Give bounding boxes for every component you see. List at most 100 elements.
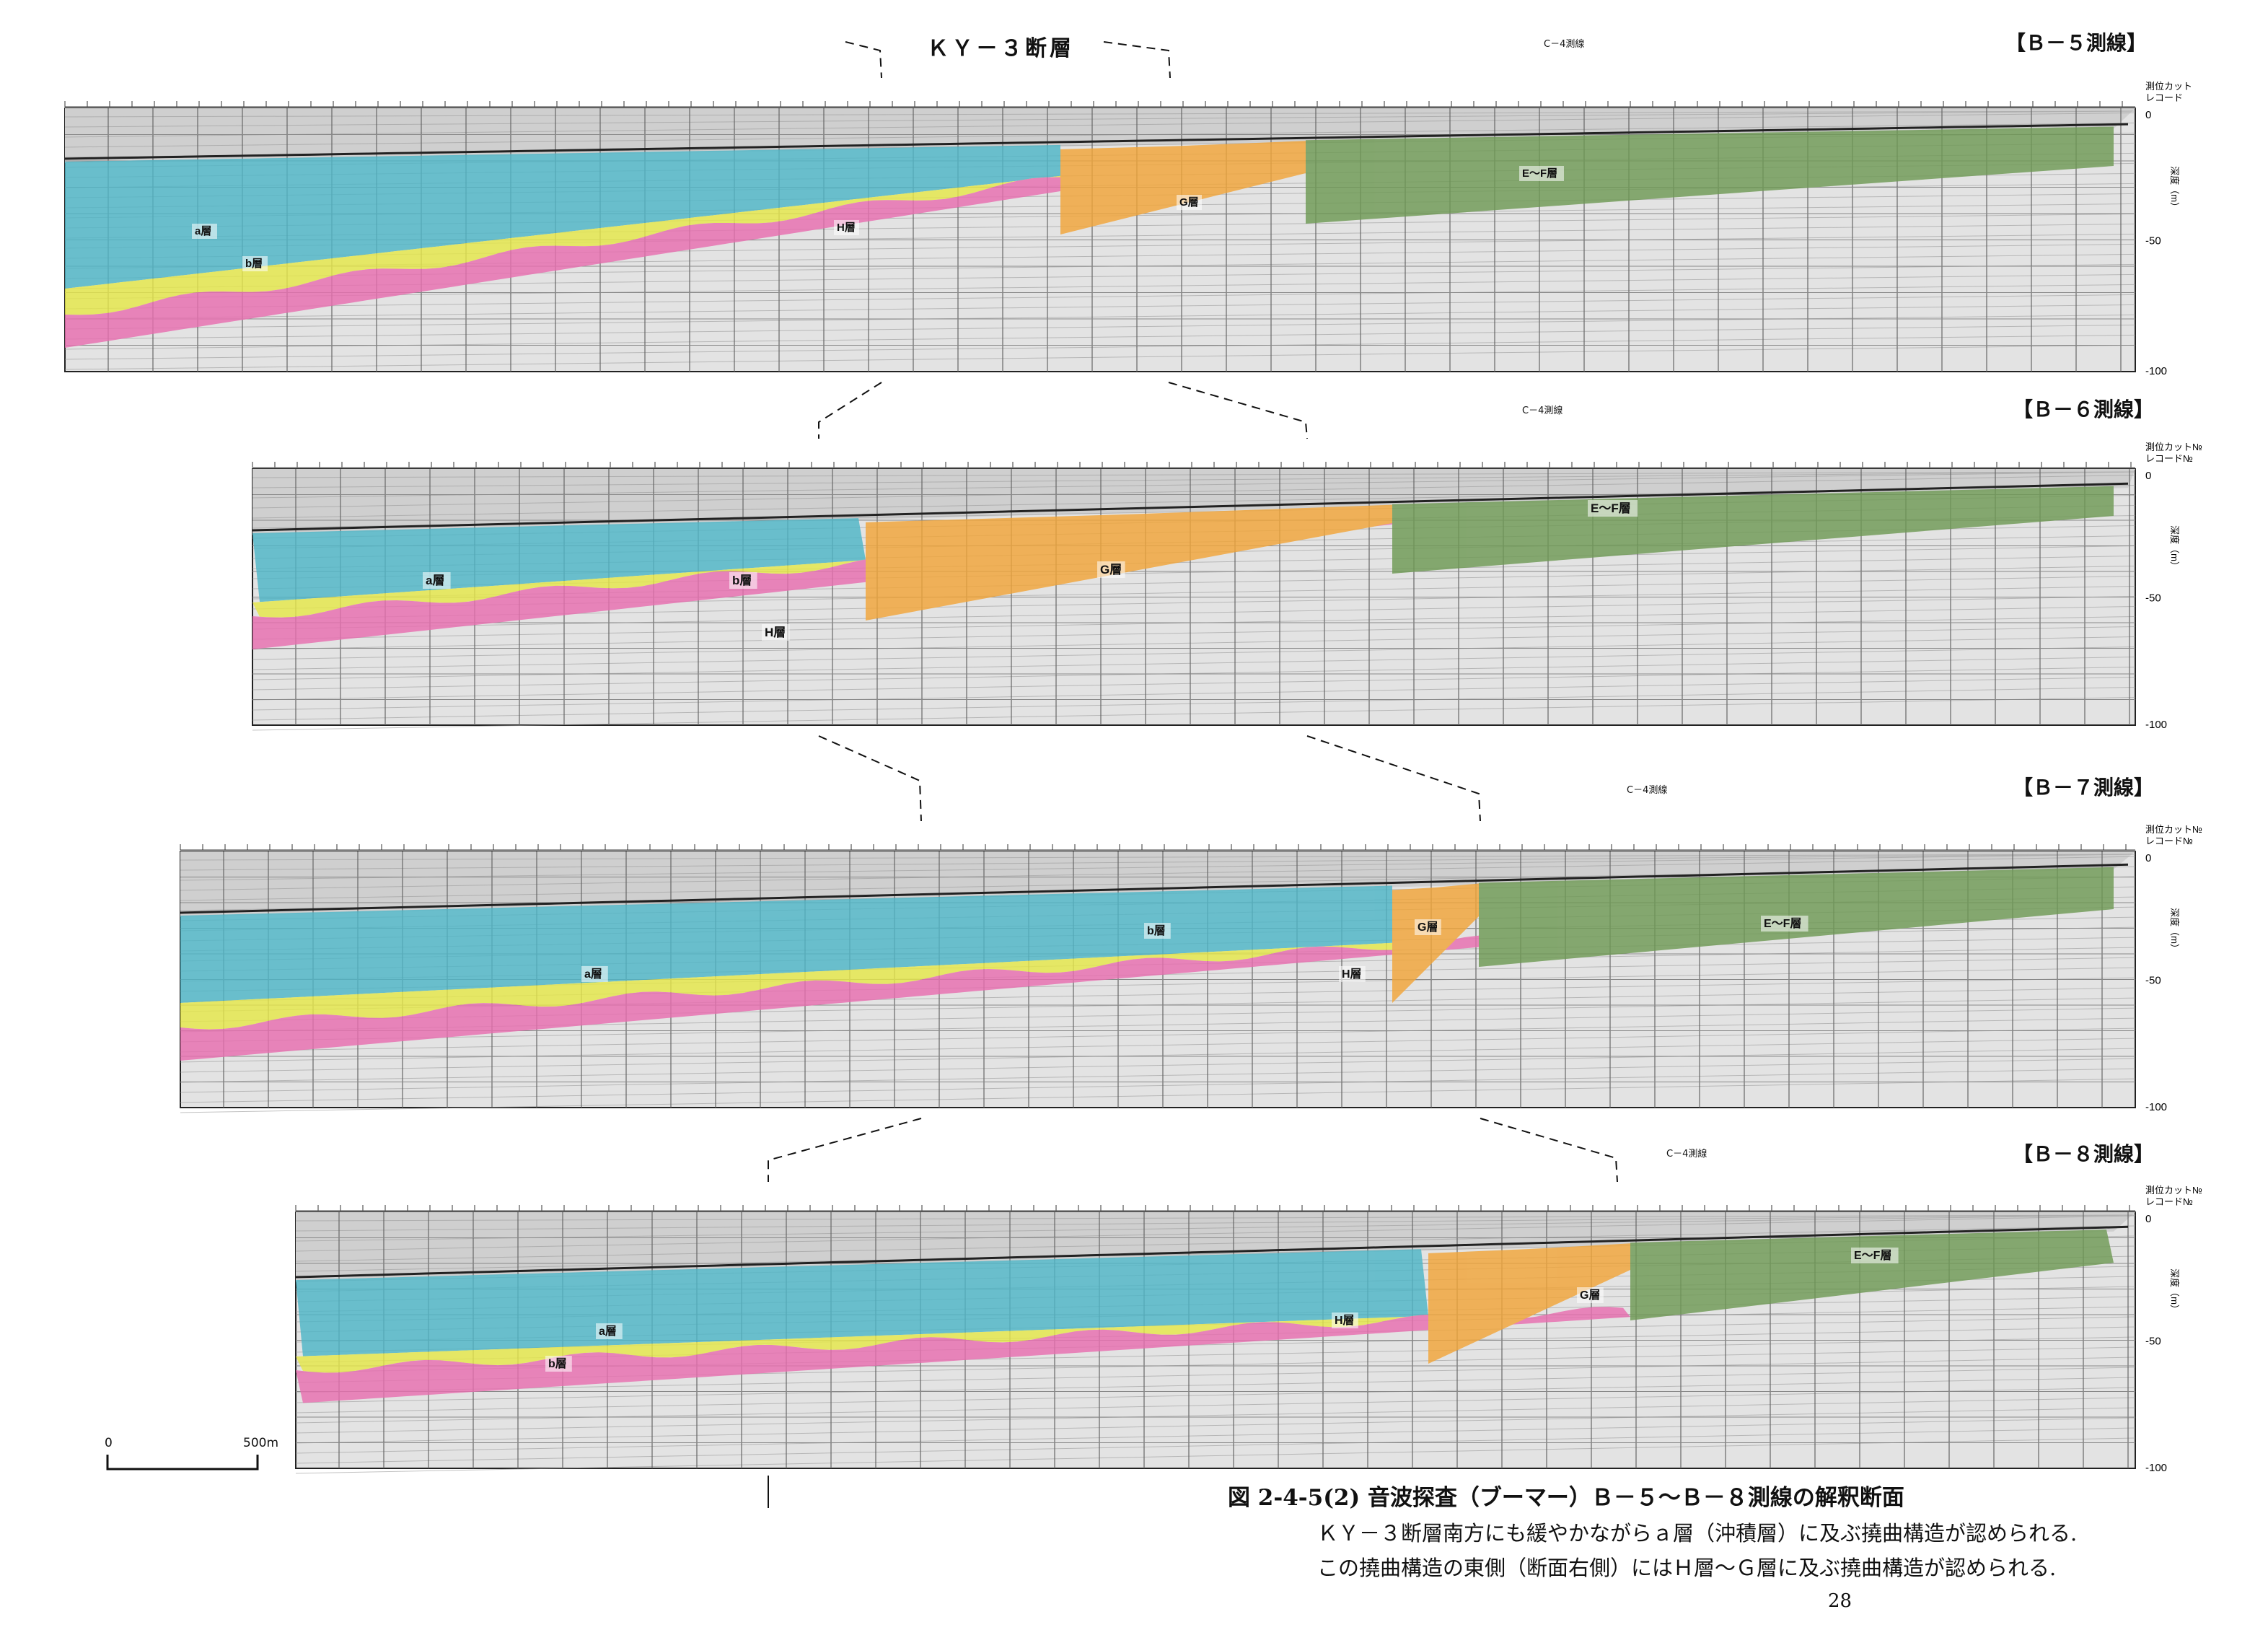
layer-label-g: G層 bbox=[1179, 196, 1199, 209]
scale-bar: 0 500m bbox=[105, 1436, 278, 1479]
layer-ef-region bbox=[1630, 1230, 2114, 1320]
layer-a-region bbox=[296, 1249, 1428, 1356]
depth-tick-label: 0 bbox=[2145, 1213, 2151, 1225]
depth-axis-title: 深度（m） bbox=[2169, 525, 2180, 571]
layer-b-region bbox=[252, 559, 866, 618]
layer-b-region bbox=[296, 1314, 1428, 1373]
layer-label-h: H層 bbox=[1335, 1314, 1355, 1327]
axis-record-label: レコード bbox=[2145, 92, 2183, 103]
layer-g-region bbox=[1428, 1243, 1630, 1364]
depth-tick-label: -50 bbox=[2145, 592, 2161, 605]
depth-tick-label: -50 bbox=[2145, 1336, 2161, 1348]
profile-panel-b7: a層 b層 H層 G層 E～F層 測位カット№ レコード№ 0 -50 -100 深度（m） C－4… bbox=[180, 776, 2215, 1118]
page-number: 28 bbox=[1828, 1590, 1852, 1612]
sea-floor-reflector bbox=[252, 482, 2129, 532]
axis-cut-label: 測位カット№ bbox=[2145, 1185, 2202, 1196]
layer-label-a: a層 bbox=[426, 574, 444, 587]
layer-label-g: G層 bbox=[1100, 563, 1122, 577]
figure-caption-line-2: この撓曲構造の東側（断面右側）にはＨ層～Ｇ層に及ぶ撓曲構造が認められる. bbox=[1317, 1556, 2057, 1580]
depth-axis-title: 深度（m） bbox=[2169, 1268, 2180, 1314]
layer-ef-region bbox=[1392, 486, 2114, 574]
c4-line-marker: C－4測線 bbox=[1627, 785, 1668, 796]
interpreted-layers bbox=[65, 126, 2114, 348]
trace-number-strip bbox=[295, 1205, 2135, 1211]
axis-record-label: レコード№ bbox=[2145, 836, 2193, 846]
layer-label-ef: E～F層 bbox=[1522, 167, 1557, 180]
axis-cut-label: 測位カット№ bbox=[2145, 824, 2202, 835]
c4-line-marker: C－4測線 bbox=[1666, 1149, 1707, 1160]
line-label-b8: 【Ｂ－８測線】 bbox=[2013, 1142, 2155, 1166]
figure-caption-line-1: ＫＹ－３断層南方にも緩やかながらａ層（沖積層）に及ぶ撓曲構造が認められる. bbox=[1317, 1521, 2078, 1546]
depth-tick-label: 0 bbox=[2145, 109, 2151, 121]
axis-record-label: レコード№ bbox=[2145, 453, 2193, 464]
profile-panel-b6: a層 b層 H層 G層 E～F層 測位カット№ レコード№ 0 -50 -100 深度（m） C－4… bbox=[252, 398, 2215, 736]
layer-b-region bbox=[65, 175, 1060, 315]
profile-panel-b5: a層 b層 H層 G層 E～F層 測位カット レコード 0 -50 -100 深度（m） C－4測線… bbox=[64, 31, 2215, 382]
layer-ef-region bbox=[1306, 126, 2114, 224]
sea-floor-reflector bbox=[295, 1225, 2129, 1279]
depth-tick-label: -50 bbox=[2145, 235, 2161, 247]
c4-line-marker: C－4測線 bbox=[1522, 406, 1563, 416]
layer-b-region bbox=[180, 942, 1392, 1030]
axis-record-label: レコード№ bbox=[2145, 1196, 2193, 1207]
layer-label-b: b層 bbox=[732, 574, 752, 587]
depth-tick-label: -100 bbox=[2145, 1101, 2167, 1113]
trace-number-strip bbox=[252, 462, 2135, 468]
layer-h-region bbox=[180, 935, 1479, 1061]
depth-tick-label: -100 bbox=[2145, 1462, 2167, 1474]
layer-label-h: H層 bbox=[765, 626, 786, 639]
axis-cut-label: 測位カット bbox=[2145, 81, 2192, 92]
depth-tick-label: 0 bbox=[2145, 852, 2151, 864]
line-label-b7: 【Ｂ－７測線】 bbox=[2013, 776, 2155, 799]
layer-a-region bbox=[252, 518, 866, 602]
depth-tick-label: -100 bbox=[2145, 719, 2167, 731]
layer-label-b: b層 bbox=[548, 1357, 567, 1370]
trace-number-strip bbox=[180, 844, 2135, 851]
layer-label-a: a層 bbox=[195, 225, 211, 237]
depth-tick-label: -100 bbox=[2145, 365, 2167, 377]
layer-label-a: a層 bbox=[584, 968, 602, 981]
ky3-fault-label: ＫＹ－３断層 bbox=[927, 36, 1074, 61]
profile-panel-b8: a層 b層 H層 G層 E～F層 測位カット№ レコード№ 0 -50 -100 深度（m） C－4… bbox=[295, 1142, 2215, 1476]
interpreted-layers bbox=[252, 486, 2114, 649]
sea-floor-reflector bbox=[180, 863, 2129, 914]
layer-g-region bbox=[1392, 883, 1479, 1003]
interpreted-layers bbox=[296, 1230, 2114, 1403]
layer-label-b: b層 bbox=[1147, 924, 1166, 937]
depth-axis-title: 深度（m） bbox=[2169, 908, 2180, 953]
depth-axis-title: 深度（m） bbox=[2169, 166, 2180, 211]
layer-label-a: a層 bbox=[599, 1325, 617, 1338]
layer-label-h: H層 bbox=[837, 222, 856, 234]
layer-a-region bbox=[65, 144, 1060, 289]
depth-tick-label: -50 bbox=[2145, 975, 2161, 987]
line-label-b5: 【Ｂ－５測線】 bbox=[2005, 31, 2148, 55]
layer-h-region bbox=[65, 148, 1306, 348]
trace-number-strip bbox=[64, 101, 2135, 108]
layer-a-region bbox=[180, 885, 1392, 1003]
scale-bar-start: 0 bbox=[105, 1436, 113, 1450]
axis-cut-label: 測位カット№ bbox=[2145, 442, 2202, 452]
figure-caption-title: 図 2-4-5(2) 音波探査（ブーマー）Ｂ－５～Ｂ－８測線の解釈断面 bbox=[1228, 1485, 1904, 1511]
line-label-b6: 【Ｂ－６測線】 bbox=[2013, 398, 2155, 421]
layer-g-region bbox=[866, 504, 1392, 621]
sea-floor-reflector bbox=[64, 123, 2129, 160]
layer-h-region bbox=[296, 1307, 1630, 1403]
scale-bar-end: 500m bbox=[243, 1436, 279, 1450]
layer-label-ef: E～F層 bbox=[1591, 501, 1631, 515]
layer-label-h: H層 bbox=[1342, 968, 1362, 981]
c4-line-marker: C－4測線 bbox=[1544, 39, 1585, 50]
depth-tick-label: 0 bbox=[2145, 470, 2151, 482]
layer-label-g: G層 bbox=[1418, 921, 1438, 934]
layer-label-ef: E～F層 bbox=[1764, 917, 1801, 930]
layer-g-region bbox=[1060, 141, 1306, 235]
layer-label-ef: E～F層 bbox=[1854, 1249, 1891, 1262]
layer-label-g: G層 bbox=[1580, 1289, 1600, 1302]
